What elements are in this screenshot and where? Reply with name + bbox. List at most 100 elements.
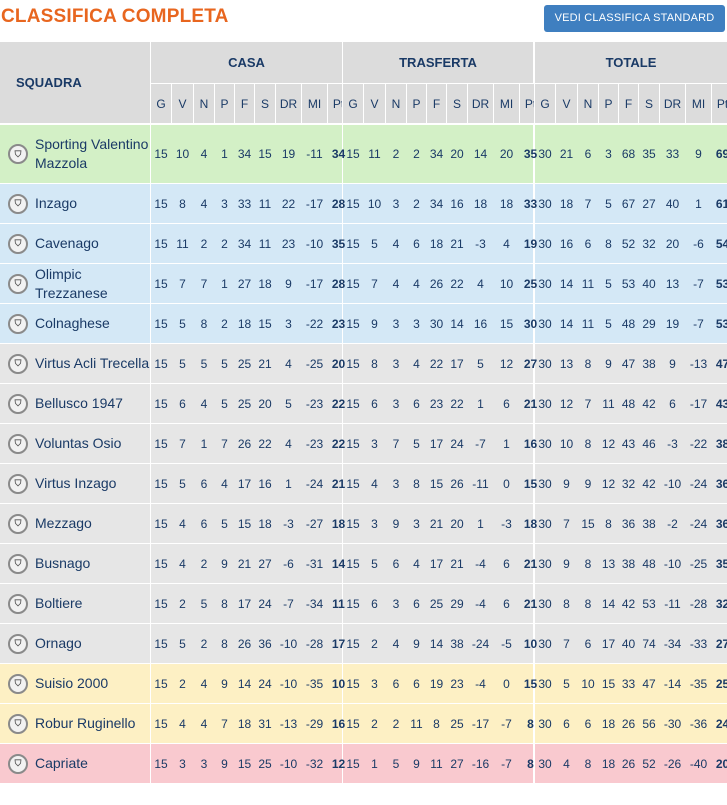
team-name[interactable]: Capriate (35, 755, 88, 771)
home-draws-cell: 4 (200, 147, 208, 161)
column-separator (426, 84, 427, 123)
away-games-cell: 15 (346, 316, 360, 331)
table-row[interactable]: ⛉ Capriate 15 3 3 9 15 25 -10 -32 12 15 1 5 9 11 27 -16 -7… (0, 744, 727, 784)
total-points-cell: 24 (715, 716, 727, 731)
team-name[interactable]: Olimpic Trezzanese (35, 265, 108, 301)
table-row[interactable]: ⛉ Bellusco 1947 15 6 4 5 25 20 5 -23 22 15 6 3 6 23 22 1 6… (0, 384, 727, 424)
table-row[interactable]: ⛉ Olimpic Trezzanese 15 7 7 1 27 18 9 -17 28 15 7 4 4 2… (0, 264, 727, 304)
team-name[interactable]: Virtus Inzago (35, 475, 117, 491)
team-cell[interactable]: ⛉ Virtus Inzago (0, 464, 150, 503)
table-row[interactable]: ⛉ Virtus Acli Trecella 15 5 5 5 25 21 4 -25 20 15 8 3… (0, 344, 727, 384)
total-mi-header: MI (686, 84, 711, 123)
team-cell[interactable]: ⛉ Olimpic Trezzanese (0, 264, 150, 303)
team-name[interactable]: Colnaghese (35, 315, 110, 331)
team-cell[interactable]: ⛉ Ornago (0, 624, 150, 663)
home-wins-cell: 7 (179, 276, 186, 291)
away-points-cell: 33 (523, 196, 538, 211)
team-name[interactable]: Mezzago (35, 515, 92, 531)
team-cell[interactable]: ⛉ Cavenago (0, 224, 150, 263)
team-name[interactable]: Suisio 2000 (35, 675, 109, 691)
cavenago-crest-icon: ⛉ (8, 233, 28, 254)
total-mi-cell: -33 (689, 636, 708, 651)
away-wins-cell: 2 (371, 636, 378, 651)
team-name[interactable]: Robur Ruginello (35, 715, 136, 731)
home-draws-header: N (194, 84, 214, 123)
table-row[interactable]: ⛉ Boltiere 15 2 5 8 17 24 -7 -34 11 15 6 3 6 25 29 -4 6 21 3… (0, 584, 727, 624)
home-mi-cell: -23 (305, 396, 324, 411)
away-losses-cell: 2 (413, 196, 420, 211)
total-goals-for-cell: 33 (621, 676, 636, 691)
team-name[interactable]: Voluntas Osio (35, 435, 122, 451)
team-name[interactable]: Virtus Acli Trecella (35, 355, 150, 371)
total-goal-diff-cell: -30 (663, 716, 682, 731)
table-row[interactable]: ⛉ Ornago 15 5 2 8 26 36 -10 -28 17 15 2 4 9 14 38 -24 -5 10… (0, 624, 727, 664)
away-goals-for-cell: 17 (429, 556, 444, 571)
team-name[interactable]: Boltiere (35, 595, 83, 611)
away-mi-cell: 1 (503, 436, 510, 451)
home-games-cell: 15 (154, 196, 168, 211)
table-row[interactable]: ⛉ Colnaghese 15 5 8 2 18 15 3 -22 23 15 9 3 3 30 14 16 15 3… (0, 304, 727, 344)
home-goals-for-cell: 18 (237, 716, 252, 731)
capriate-crest-icon: ⛉ (8, 753, 28, 774)
away-games-cell: 15 (346, 676, 360, 691)
team-name[interactable]: Busnago (35, 555, 91, 571)
table-row[interactable]: ⛉ Mezzago 15 4 6 5 15 18 -3 -27 18 15 3 9 3 21 20 1 -3 18 30… (0, 504, 727, 544)
home-draws-cell: 4 (200, 716, 208, 731)
total-games-cell: 30 (538, 596, 552, 611)
away-draws-cell: 4 (392, 276, 400, 291)
away-goals-for-header: F (427, 84, 446, 123)
total-goals-against-cell: 53 (642, 596, 656, 611)
table-row[interactable]: ⛉ Robur Ruginello 15 4 4 7 18 31 -13 -29 16 15 2 2 11 8… (0, 704, 727, 744)
home-games-cell: 15 (154, 276, 168, 291)
away-points-cell: 16 (523, 436, 538, 451)
home-losses-cell: 3 (221, 196, 228, 211)
team-cell[interactable]: ⛉ Boltiere (0, 584, 150, 623)
total-draws-cell: 15 (581, 516, 595, 531)
total-wins-cell: 6 (563, 716, 570, 731)
home-points-cell: 22 (331, 396, 346, 411)
home-draws-cell: 4 (200, 196, 208, 211)
team-name[interactable]: Cavenago (35, 235, 99, 251)
away-wins-cell: 9 (371, 316, 378, 331)
team-cell[interactable]: ⛉ Busnago (0, 544, 150, 583)
table-row[interactable]: ⛉ Voluntas Osio 15 7 1 7 26 22 4 -23 22 15 3 7 5 17 24 -7… (0, 424, 727, 464)
home-losses-cell: 4 (221, 476, 228, 491)
colnaghese-crest-icon: ⛉ (8, 313, 28, 334)
away-goals-for-cell: 17 (429, 436, 444, 451)
away-points-cell: 19 (523, 236, 538, 251)
total-goals-for-cell: 40 (621, 636, 636, 651)
view-standard-standings-button[interactable]: VEDI CLASSIFICA STANDARD (544, 5, 725, 32)
team-cell[interactable]: ⛉ Sporting Valentino Mazzola (0, 125, 150, 183)
voluntas-osio-crest-icon: ⛉ (8, 433, 28, 454)
total-draws-cell: 11 (581, 316, 595, 331)
row-background (151, 344, 342, 383)
column-separator (659, 84, 660, 123)
table-row[interactable]: ⛉ Busnago 15 4 2 9 21 27 -6 -31 14 15 5 6 4 17 21 -4 6 21 30… (0, 544, 727, 584)
team-name[interactable]: Sporting Valentino Mazzola (35, 136, 149, 171)
table-row[interactable]: ⛉ Inzago 15 8 4 3 33 11 22 -17 28 15 10 3 2 34 16 18 18 33 3… (0, 184, 727, 224)
home-goals-for-cell: 26 (237, 436, 252, 451)
team-cell[interactable]: ⛉ Colnaghese (0, 304, 150, 343)
table-row[interactable]: ⛉ Sporting Valentino Mazzola 15 10 4 1 34 15 19-… (0, 125, 727, 184)
team-cell[interactable]: ⛉ Suisio 2000 (0, 664, 150, 703)
table-row[interactable]: ⛉ Suisio 2000 15 2 4 9 14 24 -10 -35 10 15 3 6 6 19 23 -4… (0, 664, 727, 704)
team-cell[interactable]: ⛉ Voluntas Osio (0, 424, 150, 463)
away-games-header: G (343, 84, 363, 123)
away-losses-cell: 6 (413, 236, 420, 251)
team-cell[interactable]: ⛉ Robur Ruginello (0, 704, 150, 743)
team-cell[interactable]: ⛉ Inzago (0, 184, 150, 223)
row-background (343, 704, 533, 743)
team-cell[interactable]: ⛉ Virtus Acli Trecella (0, 344, 150, 383)
team-name[interactable]: Bellusco 1947 (35, 395, 123, 411)
team-name[interactable]: Inzago (35, 195, 78, 211)
table-row[interactable]: ⛉ Virtus Inzago 15 5 6 4 17 16 1 -24 21 15 4 3 8 15 26 -1… (0, 464, 727, 504)
table-row[interactable]: ⛉ Cavenago 15 11 2 2 34 11 23 -10 35 15 5 4 6 18 21 -3 4 19… (0, 224, 727, 264)
team-cell[interactable]: ⛉ Capriate (0, 744, 150, 783)
total-points-cell: 53 (715, 316, 727, 331)
team-cell[interactable]: ⛉ Mezzago (0, 504, 150, 543)
team-cell[interactable]: ⛉ Bellusco 1947 (0, 384, 150, 423)
away-goals-against-cell: 16 (450, 196, 464, 211)
team-name[interactable]: Ornago (35, 635, 82, 651)
home-games-cell: 15 (154, 396, 168, 411)
total-losses-cell: 5 (605, 276, 612, 291)
